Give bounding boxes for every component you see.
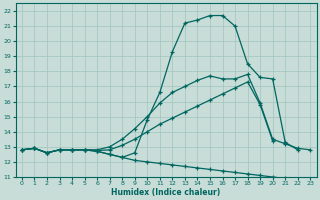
X-axis label: Humidex (Indice chaleur): Humidex (Indice chaleur) bbox=[111, 188, 221, 197]
